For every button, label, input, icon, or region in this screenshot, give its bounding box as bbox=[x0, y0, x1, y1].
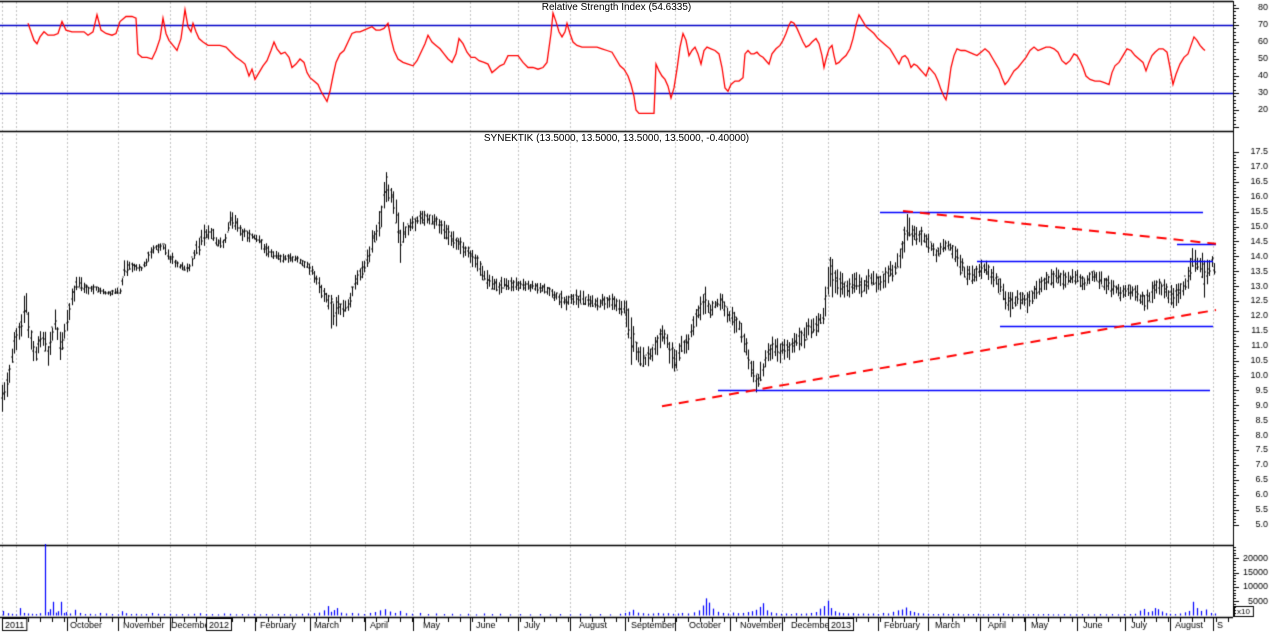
chart-root: Relative Strength Index (54.6335) SYNEKT… bbox=[0, 0, 1272, 632]
chart-canvas[interactable] bbox=[0, 0, 1272, 632]
